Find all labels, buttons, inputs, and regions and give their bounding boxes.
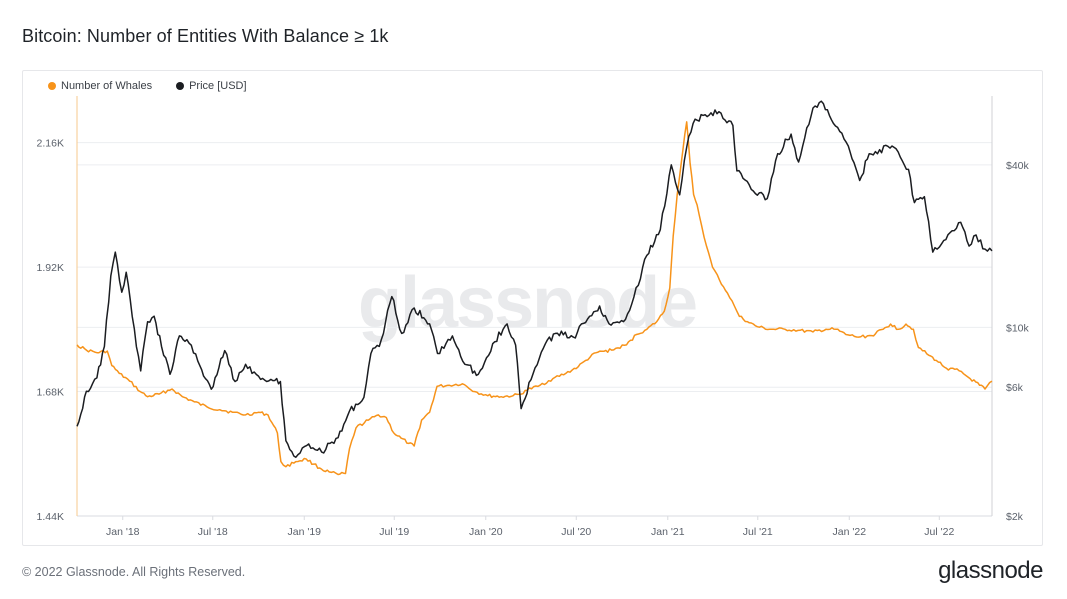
legend: Number of Whales Price [USD] <box>48 80 247 92</box>
legend-item-whales[interactable]: Number of Whales <box>48 80 152 92</box>
x-tick-label: Jan '18 <box>106 526 140 538</box>
glassnode-logo[interactable]: glassnode <box>938 557 1043 584</box>
y-left-tick-label: 2.16K <box>37 138 64 150</box>
x-tick-label: Jul '22 <box>924 526 954 538</box>
x-tick-label: Jul '20 <box>561 526 591 538</box>
series-line-price <box>76 100 993 459</box>
y-left-tick-label: 1.68K <box>37 387 64 399</box>
x-tick-label: Jan '20 <box>469 526 503 538</box>
legend-dot-whales-icon <box>48 82 56 90</box>
x-tick-label: Jan '21 <box>651 526 685 538</box>
legend-item-price[interactable]: Price [USD] <box>176 80 247 92</box>
series-line-whales <box>76 121 993 476</box>
y-right-tick-label: $2k <box>1006 511 1024 523</box>
chart-panel <box>22 70 1043 546</box>
x-tick-label: Jul '21 <box>743 526 773 538</box>
x-tick-label: Jul '18 <box>198 526 228 538</box>
copyright-footer: © 2022 Glassnode. All Rights Reserved. <box>22 565 246 579</box>
legend-label-whales: Number of Whales <box>61 80 153 92</box>
legend-label-price: Price [USD] <box>189 80 247 92</box>
y-right-tick-label: $40k <box>1006 160 1030 172</box>
x-tick-label: Jan '22 <box>833 526 867 538</box>
y-left-tick-label: 1.92K <box>37 262 64 274</box>
y-right-tick-label: $10k <box>1006 322 1030 334</box>
chart-title: Bitcoin: Number of Entities With Balance… <box>22 26 389 46</box>
x-tick-label: Jul '19 <box>379 526 409 538</box>
y-right-tick-label: $6k <box>1006 382 1024 394</box>
x-tick-label: Jan '19 <box>287 526 321 538</box>
legend-dot-price-icon <box>176 82 185 90</box>
y-left-tick-label: 1.44K <box>37 511 64 523</box>
